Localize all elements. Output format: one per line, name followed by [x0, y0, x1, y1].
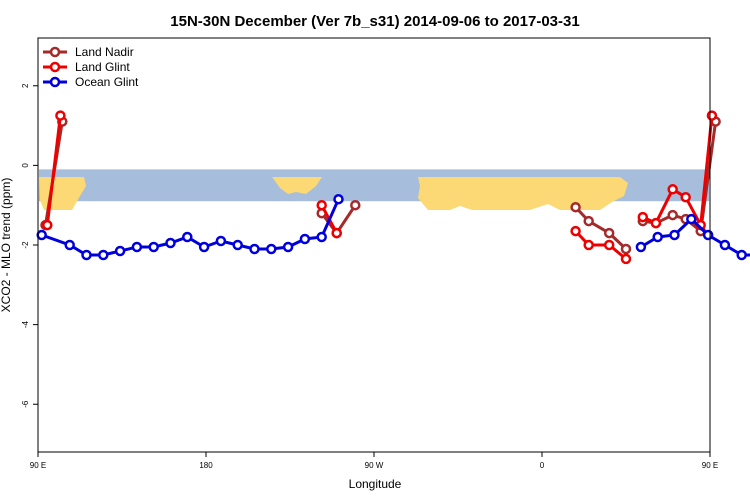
y-axis: 2 0 -2 -4 -6: [21, 83, 38, 408]
data-point: [316, 199, 327, 211]
legend-label: Land Nadir: [75, 45, 134, 59]
data-point: [165, 237, 176, 249]
data-point: [652, 231, 663, 243]
legend-marker: [49, 46, 61, 58]
data-point: [98, 249, 109, 261]
x-axis: 90 E 180 90 W 0 90 E: [30, 452, 718, 470]
y-tick-label: -4: [21, 321, 30, 329]
data-point: [114, 245, 126, 257]
legend-item-ocean-glint: Ocean Glint: [43, 75, 139, 89]
data-point: [350, 199, 361, 211]
data-point: [667, 184, 678, 195]
legend-item-land-nadir: Land Nadir: [43, 45, 134, 59]
data-point: [570, 225, 581, 237]
data-point: [669, 229, 680, 241]
legend-marker: [49, 76, 61, 88]
data-point: [316, 231, 327, 243]
series-line: [640, 217, 750, 257]
legend-label: Land Glint: [75, 60, 130, 74]
legend-label: Ocean Glint: [75, 75, 139, 89]
legend-item-land-glint: Land Glint: [43, 60, 130, 74]
data-point: [635, 241, 647, 253]
land-region: [418, 177, 628, 210]
series-layer: [36, 110, 750, 265]
land-region: [39, 177, 86, 210]
y-tick-label: 2: [21, 83, 30, 88]
data-point: [686, 213, 697, 225]
x-tick-label: 90 W: [365, 461, 384, 470]
data-point: [650, 217, 662, 229]
y-axis-label: XCO2 - MLO trend (ppm): [0, 178, 13, 313]
data-point: [266, 243, 277, 255]
series-line: [574, 230, 627, 261]
data-point: [36, 229, 47, 241]
x-axis-label: Longitude: [349, 477, 402, 491]
data-point: [215, 235, 227, 247]
data-point: [620, 243, 632, 255]
x-tick-label: 90 E: [702, 461, 718, 470]
legend-marker: [49, 61, 61, 73]
data-point: [603, 239, 615, 251]
data-point: [570, 201, 581, 213]
y-tick-label: -2: [21, 241, 30, 249]
background-map-band: [39, 169, 709, 210]
data-point: [667, 209, 678, 221]
series-line: [45, 115, 62, 226]
data-point: [64, 239, 75, 251]
data-point: [232, 239, 243, 251]
data-point: [706, 110, 718, 121]
data-point: [736, 249, 747, 261]
y-tick-label: 0: [21, 163, 30, 168]
x-tick-label: 0: [540, 461, 545, 470]
data-point: [299, 233, 311, 245]
data-point: [182, 231, 193, 243]
data-point: [148, 241, 159, 253]
data-point: [680, 191, 691, 203]
series-line: [574, 206, 628, 251]
y-tick-label: -6: [21, 400, 30, 408]
data-point: [702, 229, 714, 241]
land-region: [272, 177, 322, 194]
data-point: [42, 219, 53, 231]
data-point: [583, 239, 594, 251]
data-point: [603, 227, 615, 239]
data-point: [55, 110, 66, 121]
series-line: [41, 198, 340, 257]
chart-title: 15N-30N December (Ver 7b_s31) 2014-09-06…: [170, 13, 579, 30]
data-point: [637, 211, 649, 223]
data-point: [583, 215, 594, 227]
data-point: [198, 241, 210, 253]
data-point: [249, 243, 260, 255]
data-point: [81, 249, 92, 261]
data-point: [331, 227, 342, 239]
data-point: [282, 241, 294, 253]
data-point: [620, 253, 632, 265]
data-point: [333, 193, 344, 205]
series-ocean-glint: [36, 193, 750, 261]
x-tick-label: 90 E: [30, 461, 46, 470]
x-tick-label: 180: [199, 461, 213, 470]
data-point: [719, 239, 731, 251]
data-point: [131, 241, 143, 253]
